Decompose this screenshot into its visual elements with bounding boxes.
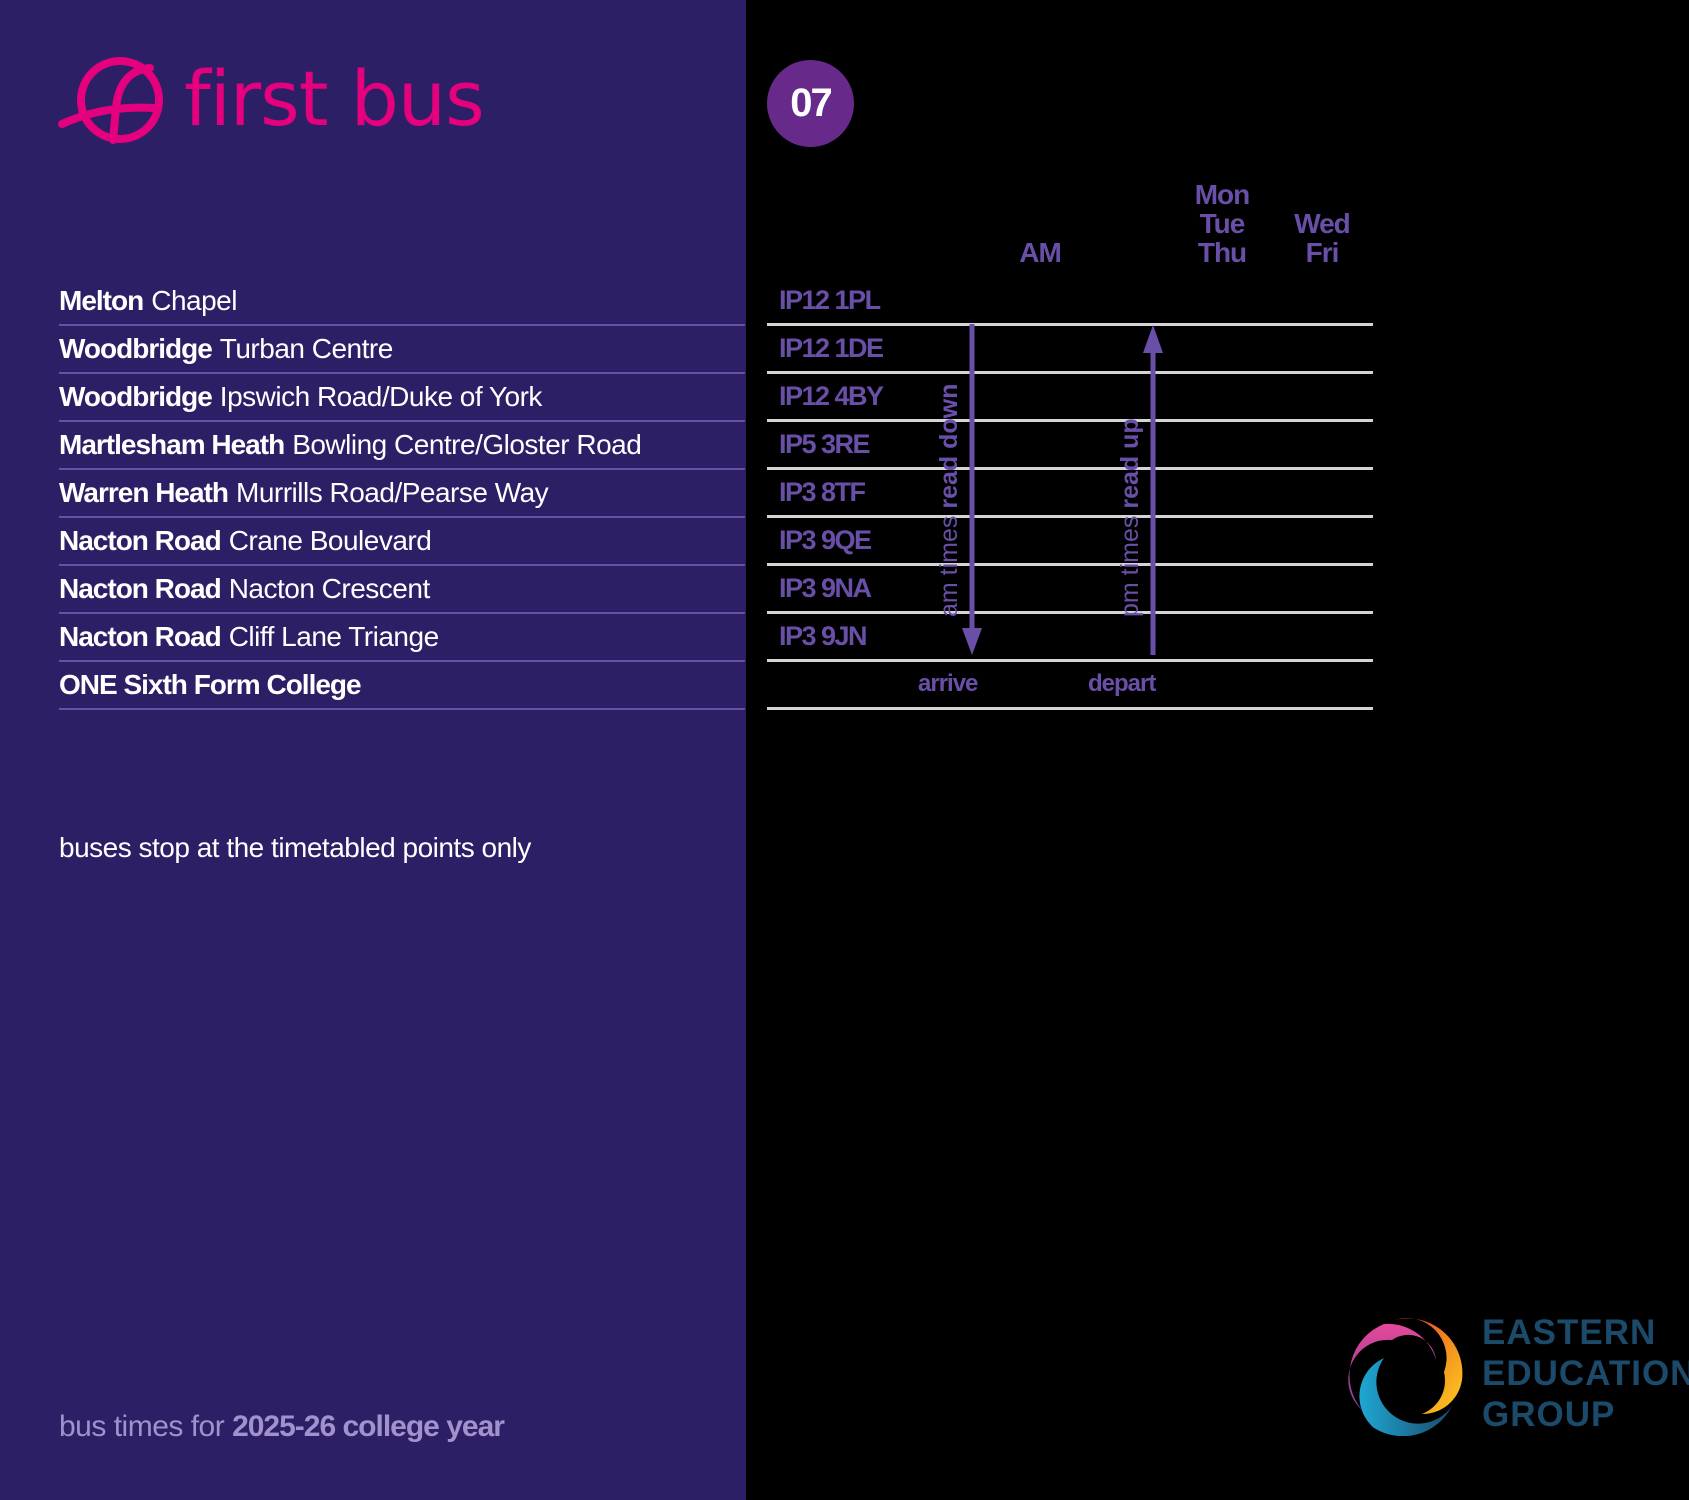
- timetable-row: IP3 9QE: [767, 518, 1373, 566]
- stop-row: Nacton Road Nacton Crescent: [59, 566, 745, 614]
- stop-area: Woodbridge: [59, 333, 213, 364]
- first-bus-f-circle-icon: [58, 57, 163, 144]
- timetable-grid: IP12 1PL IP12 1DE IP12 4BY IP5 3RE IP3 8…: [767, 278, 1373, 710]
- timetable-row: IP3 8TF: [767, 470, 1373, 518]
- stop-area: Warren Heath: [59, 477, 229, 508]
- stop-row: ONE Sixth Form College: [59, 662, 745, 710]
- timetable-row: IP3 9JN: [767, 614, 1373, 662]
- stop-name: Crane Boulevard: [228, 525, 432, 556]
- stop-row: Melton Chapel: [59, 278, 745, 326]
- postcode: IP3 8TF: [779, 477, 866, 507]
- stop-list: Melton Chapel Woodbridge Turban Centre W…: [59, 278, 745, 710]
- stop-area: Nacton Road: [59, 573, 222, 604]
- timetable-row: IP5 3RE: [767, 422, 1373, 470]
- column-header-mon-tue-thu: Mon Tue Thu: [1182, 180, 1262, 267]
- stop-area: Woodbridge: [59, 381, 213, 412]
- college-year-footer: bus times for 2025-26 college year: [59, 1410, 505, 1444]
- postcode: IP3 9JN: [779, 621, 868, 651]
- left-panel: first bus Melton Chapel Woodbridge Turba…: [0, 0, 746, 1500]
- day-label: Mon: [1194, 179, 1251, 210]
- stop-name: Cliff Lane Triange: [228, 621, 439, 652]
- stop-area: Melton: [59, 285, 144, 316]
- postcode: IP12 4BY: [779, 381, 884, 411]
- day-label: Fri: [1305, 237, 1340, 268]
- stop-row: Martlesham Heath Bowling Centre/Gloster …: [59, 422, 745, 470]
- timetable-note: buses stop at the timetabled points only: [59, 832, 531, 863]
- first-bus-logo: first bus: [58, 54, 485, 150]
- stop-row: Nacton Road Cliff Lane Triange: [59, 614, 745, 662]
- brand-name: first bus: [184, 54, 485, 143]
- timetable-row: IP3 9NA: [767, 566, 1373, 614]
- am-read-down-label: am times read down: [935, 383, 963, 617]
- stop-name: Turban Centre: [219, 333, 394, 364]
- stop-row: Woodbridge Turban Centre: [59, 326, 745, 374]
- timetable-row: [767, 662, 1373, 710]
- postcode: IP12 1DE: [779, 333, 884, 363]
- stop-row: Warren Heath Murrills Road/Pearse Way: [59, 470, 745, 518]
- postcode: IP3 9NA: [779, 573, 872, 603]
- day-label: Wed: [1294, 208, 1351, 239]
- timetable-row: IP12 1PL: [767, 278, 1373, 326]
- timetable-row: IP12 4BY: [767, 374, 1373, 422]
- stop-name: Ipswich Road/Duke of York: [219, 381, 543, 412]
- stop-area: Nacton Road: [59, 525, 222, 556]
- stop-row: Nacton Road Crane Boulevard: [59, 518, 745, 566]
- depart-label: depart: [1088, 670, 1156, 697]
- stop-name: Bowling Centre/Gloster Road: [292, 429, 642, 460]
- timetable-row: IP12 1DE: [767, 326, 1373, 374]
- day-label: Tue: [1199, 208, 1246, 239]
- pm-up-arrow-icon: [1143, 325, 1163, 655]
- eeg-wordmark: EASTERN EDUCATION GROUP: [1482, 1312, 1689, 1434]
- route-number-badge: 07: [767, 60, 854, 147]
- postcode: IP3 9QE: [779, 525, 872, 555]
- pm-read-up-label: pm times read up: [1116, 418, 1144, 617]
- postcode: IP5 3RE: [779, 429, 871, 459]
- eastern-education-group-logo: EASTERN EDUCATION GROUP: [1344, 1310, 1689, 1436]
- stop-row: Woodbridge Ipswich Road/Duke of York: [59, 374, 745, 422]
- am-down-arrow-icon: [962, 324, 982, 655]
- arrive-label: arrive: [918, 670, 978, 697]
- stop-name: Nacton Crescent: [228, 573, 431, 604]
- stop-area: ONE Sixth Form College: [59, 669, 362, 700]
- footer-year: 2025-26 college year: [232, 1410, 505, 1443]
- footer-prefix: bus times for: [59, 1410, 233, 1443]
- day-label: Thu: [1197, 237, 1247, 268]
- stop-area: Martlesham Heath: [59, 429, 285, 460]
- eeg-swirl-icon: [1348, 1317, 1463, 1436]
- stop-area: Nacton Road: [59, 621, 222, 652]
- stop-name: Murrills Road/Pearse Way: [236, 477, 549, 508]
- stop-name: Chapel: [151, 285, 237, 316]
- column-header-wed-fri: Wed Fri: [1282, 209, 1362, 267]
- postcode: IP12 1PL: [779, 285, 881, 315]
- column-header-am: AM: [1019, 237, 1062, 268]
